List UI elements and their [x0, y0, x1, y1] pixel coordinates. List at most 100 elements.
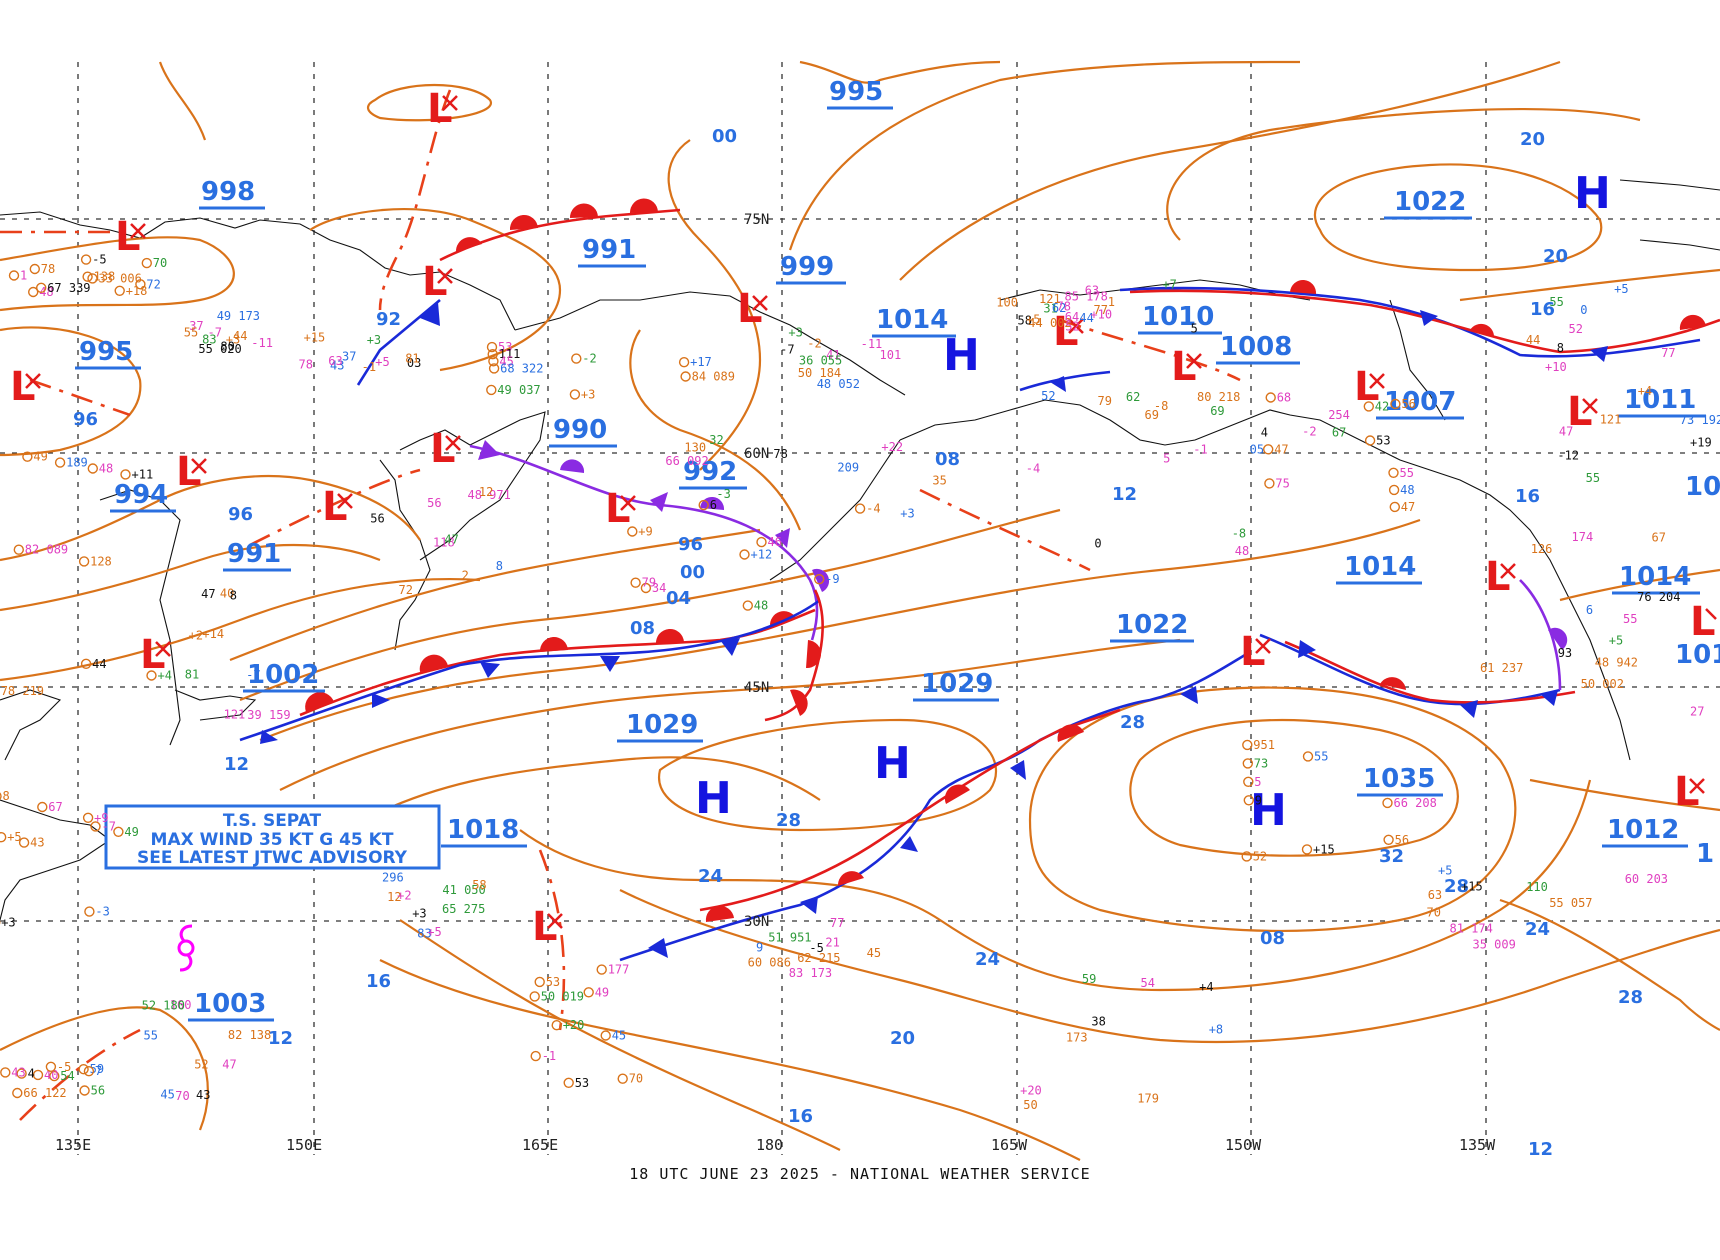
- isobar-label: 16: [788, 1106, 813, 1127]
- station-circle: [141, 257, 153, 269]
- station-circle: [596, 964, 607, 975]
- station-plot-value: 101: [880, 348, 902, 362]
- station-circle: [534, 976, 545, 988]
- central-pressure: 1022: [1116, 610, 1188, 640]
- station-plot-value: +5: [1438, 863, 1452, 877]
- station-plot-value: 40: [220, 587, 234, 601]
- central-pressure: 1010: [1142, 302, 1214, 332]
- lon-label: 135E: [55, 1136, 91, 1154]
- station-circle: [486, 341, 498, 353]
- station-circle: [854, 503, 866, 514]
- station-plot-value: 35 009: [1473, 937, 1516, 951]
- station-circle: [146, 670, 157, 681]
- station-plot-value: 174: [1572, 530, 1594, 544]
- station-plot-value: 128: [90, 554, 112, 568]
- station-plot-value: 65 275: [442, 902, 485, 916]
- low-center: L: [322, 484, 353, 530]
- station-circle: [82, 812, 94, 823]
- station-circle: [84, 906, 95, 917]
- isobar-label: 12: [1112, 484, 1137, 505]
- station-plot-value: 72: [399, 583, 413, 597]
- station-plot-value: +4: [1638, 384, 1652, 398]
- station-plot-value: -2: [807, 337, 821, 351]
- station-plot-value: -5: [57, 1060, 71, 1074]
- station-plot-value: 56: [1401, 397, 1415, 411]
- station-plot-value: -7: [780, 343, 794, 357]
- station-plot-value: 48 052: [817, 377, 860, 391]
- station-plot-value: 60 086: [748, 955, 791, 969]
- longitude-labels: 135E 150E 165E 180 165W 150W 135W: [55, 1136, 1496, 1154]
- station-plot-value: 35: [932, 473, 946, 487]
- station-circle: [12, 1087, 23, 1099]
- station-plot-value: 45: [612, 1029, 626, 1043]
- warm-front-symbols-2: [305, 611, 796, 712]
- station-plot-value: +3: [226, 333, 240, 347]
- station-plot-value: 44 002: [1028, 316, 1071, 330]
- station-plot-value: 93: [1558, 646, 1572, 660]
- station-plot-value: 85 178: [1065, 289, 1108, 303]
- station-plot-value: +3: [900, 507, 914, 521]
- station-plot-value: +10: [1545, 360, 1567, 374]
- station-plot-value: 55 057: [1549, 896, 1592, 910]
- isobar-label: 04: [666, 588, 691, 609]
- station-plot-value: 47: [444, 532, 458, 546]
- isobar-label: 20: [1520, 129, 1545, 150]
- svg-text:L: L: [1690, 599, 1716, 645]
- station-plot-value: 80: [220, 339, 234, 353]
- station-circle: [16, 1068, 27, 1079]
- station-plot-value: 53: [498, 340, 512, 354]
- svg-text:L: L: [427, 86, 453, 132]
- isobar-label: 08: [935, 449, 960, 470]
- station-plot-value: 5: [1163, 452, 1170, 466]
- station-plot-value: -8: [1232, 527, 1246, 541]
- svg-text:L: L: [322, 484, 348, 530]
- station-circle: [488, 356, 499, 367]
- svg-text:L: L: [1674, 769, 1700, 815]
- station-plot-value: -1: [542, 1049, 556, 1063]
- station-plot-value: 63: [1085, 283, 1099, 297]
- station-plot-value: 64: [1065, 310, 1079, 324]
- lon-label: 165W: [991, 1136, 1028, 1154]
- station-circle: [640, 582, 652, 594]
- central-pressure: 1002: [247, 660, 319, 690]
- station-circle: [1363, 401, 1375, 412]
- lon-label: 135W: [1459, 1136, 1496, 1154]
- station-plot-value: 27: [1690, 705, 1704, 719]
- central-pressure: 990: [553, 415, 607, 445]
- station-plot-value: 49 173: [217, 309, 260, 323]
- station-plot-value: 53: [546, 975, 560, 989]
- central-pressure: 991: [227, 539, 281, 569]
- station-plot-value: +3: [788, 325, 802, 339]
- central-pressure: 995: [79, 337, 133, 367]
- station-circle: [1242, 739, 1253, 751]
- station-plot-value: +18: [126, 284, 148, 298]
- station-circle: [698, 499, 709, 511]
- central-pressure: 994: [114, 480, 168, 510]
- central-pressure: 1014: [1344, 552, 1416, 582]
- station-plot-value: 67 339: [47, 281, 90, 295]
- isobar-label: 32: [1379, 846, 1404, 867]
- station-plot-value: -7: [102, 819, 116, 833]
- station-plot-value: 126: [1531, 542, 1553, 556]
- station-plot-value: 44: [92, 657, 106, 671]
- lon-label: 180: [756, 1136, 783, 1154]
- station-plot-value: 70: [629, 1072, 643, 1086]
- station-plot-value: +9: [94, 811, 108, 825]
- station-plot-value: -4: [1026, 462, 1040, 476]
- station-plot-value: 55: [1623, 612, 1637, 626]
- station-plot-value: 6: [710, 498, 717, 512]
- central-pressure: 992: [683, 457, 737, 487]
- station-plot-value: +5: [1614, 282, 1628, 296]
- station-circle: [18, 837, 30, 848]
- station-plot-value: 7: [95, 1064, 102, 1078]
- central-pressure: 10: [1685, 472, 1720, 502]
- isobar-label: 28: [1444, 876, 1469, 897]
- station-circle: [739, 549, 750, 560]
- station-plot-value: 45: [867, 946, 881, 960]
- station-plot-value: 55 020: [198, 342, 241, 356]
- isobar-label: 24: [1525, 919, 1550, 940]
- station-circle: [1383, 834, 1394, 845]
- station-circle: [551, 1019, 562, 1031]
- high-pressure-centers: H H H H H H: [695, 168, 1611, 836]
- station-plot-value: 79: [1098, 394, 1112, 408]
